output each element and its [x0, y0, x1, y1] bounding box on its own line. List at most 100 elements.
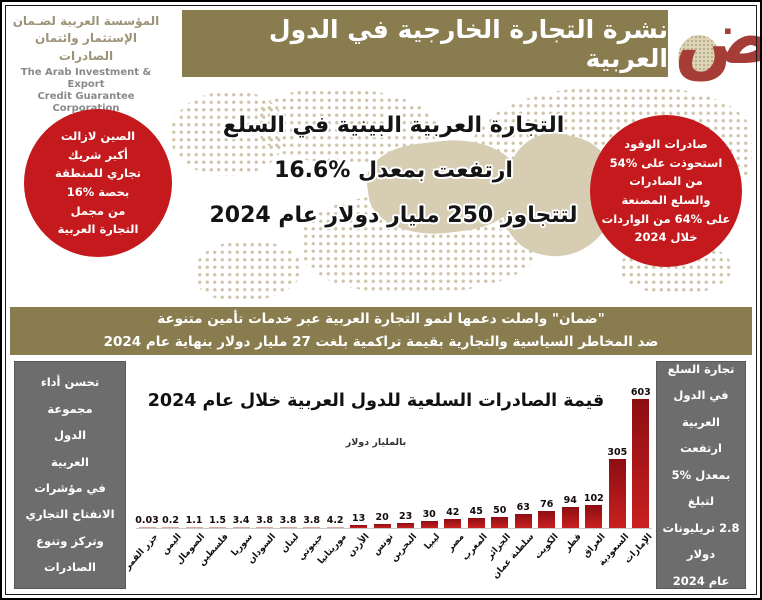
bar-category-label: مصر [445, 532, 467, 554]
bar-category-label: ليبيا [423, 532, 443, 552]
bar-column: 50 الجزائر [485, 387, 513, 562]
bottom-section: تحسن أداء مجموعة الدول العربية في مؤشرات… [10, 361, 752, 589]
bar-value-label: 20 [375, 511, 389, 523]
bar-column: 102 العراق [581, 387, 607, 560]
bar [185, 527, 203, 528]
title-band: نشرة التجارة الخارجية في الدول العربية [182, 10, 668, 77]
bar [256, 527, 274, 528]
bar-value-label: 63 [516, 501, 530, 513]
headline: التجارة العربية البينية في السلع ارتفعت … [175, 113, 612, 248]
bar-column: 13 الأردن [346, 387, 372, 559]
bar-column: 305 السعودية [597, 387, 631, 568]
bars-plot-area: 0.03 جزر القمر 0.2 اليمن 1.1 الصومال 1.5 فلسطين… [123, 387, 655, 581]
org-name-arabic: المؤسسة العربية لضـمان الإستثمار وائتمان… [12, 14, 160, 63]
bar-column: 1.1 الصومال [175, 387, 208, 567]
bar-column: 45 المغرب [461, 387, 490, 563]
exports-bar-chart: قيمة الصادرات السلعية للدول العربية خلال… [123, 361, 656, 589]
bar-column: 20 تونس [371, 387, 395, 558]
bar-value-label: 42 [446, 506, 460, 518]
bar-value-label: 50 [493, 504, 507, 516]
headline-line-2: ارتفعت بمعدل %16.6 [274, 158, 513, 183]
bar [232, 527, 250, 528]
bar-category-label: الكويت [532, 532, 561, 562]
bar-value-label: 1.1 [185, 515, 203, 527]
bar-value-label: 45 [469, 505, 483, 517]
bar [420, 521, 438, 528]
bar [373, 523, 391, 528]
bar [326, 527, 344, 528]
bar [350, 525, 368, 528]
bar [444, 518, 462, 528]
bar-category-label: قطر [562, 532, 584, 554]
bar-value-label: 3.4 [232, 515, 250, 527]
dhaman-support-banner: "ضمان" واصلت دعمها لنمو التجارة العربية … [10, 307, 752, 355]
bar [585, 505, 603, 528]
bar-value-label: 76 [540, 498, 554, 510]
page-title: نشرة التجارة الخارجية في الدول العربية [268, 14, 668, 73]
bar [467, 517, 485, 528]
bar [632, 399, 650, 528]
bar-column: 3.4 سوريا [229, 387, 254, 558]
bar-column: 23 البحرين [389, 387, 419, 564]
bar-category-label: جزر القمر [122, 532, 161, 573]
bar-value-label: 305 [607, 447, 628, 459]
bar-category-label: لبنان [279, 532, 302, 555]
bar [608, 459, 626, 528]
bar [303, 527, 321, 528]
bar [162, 527, 180, 528]
bar [538, 510, 556, 528]
trade-openness-panel: تحسن أداء مجموعة الدول العربية في مؤشرات… [14, 361, 126, 589]
bar-column: 3.8 السودان [246, 387, 278, 566]
fuel-exports-bubble: صادرات الوقود استحوذت على %54 من الصادرا… [590, 115, 742, 267]
dhad-letter-icon: ض [674, 2, 760, 79]
bar-column: 30 ليبيا [418, 387, 443, 552]
bar-value-label: 23 [399, 510, 413, 522]
bar-value-label: 0.2 [162, 515, 179, 527]
dhad-ornament-pattern [678, 35, 720, 81]
bar-value-label: 3.8 [303, 515, 321, 527]
goods-trade-panel: تجارة السلع في الدول العربية ارتفعت بمعد… [656, 361, 746, 589]
bar-value-label: 1.5 [209, 515, 226, 527]
bar [397, 522, 415, 528]
banner-line-2: ضد المخاطر السياسية والتجارية بقيمة تراك… [103, 334, 659, 350]
bar [209, 527, 227, 528]
bar-column: 42 مصر [442, 387, 466, 554]
bar-column: 0.03 جزر القمر [123, 387, 161, 572]
bar-category-label: الأردن [346, 532, 373, 559]
bar-value-label: 603 [630, 387, 651, 398]
header: المؤسسة العربية لضـمان الإستثمار وائتمان… [10, 2, 760, 114]
bar-value-label: 94 [563, 494, 577, 506]
bar [491, 516, 509, 528]
bar-column: 63 سلطنة عمان [491, 387, 536, 581]
map-section: الصين لازالت أكبر شريك تجاري للمنطقة بحص… [10, 83, 752, 303]
organization-logo: المؤسسة العربية لضـمان الإستثمار وائتمان… [10, 9, 162, 114]
bar [514, 513, 532, 528]
bar-value-label: 3.8 [279, 515, 297, 527]
bar-column: 3.8 جيبوتي [296, 387, 325, 562]
bar-column: 94 قطر [559, 387, 584, 554]
bar-column: 4.2 موريتانيا [316, 387, 348, 566]
bar-column: 76 الكويت [533, 387, 561, 561]
headline-line-3: لتتجاوز 250 مليار دولار عام 2024 [209, 203, 578, 228]
bar-column: 603 الإمارات [623, 387, 655, 565]
bar-column: 0.2 اليمن [160, 387, 184, 557]
china-share-bubble: الصين لازالت أكبر شريك تجاري للمنطقة بحص… [24, 109, 172, 257]
bar-value-label: 3.8 [256, 515, 273, 527]
bar-value-label: 30 [422, 509, 436, 521]
bar [561, 506, 579, 528]
dhad-calligraphy-logo: ض [674, 2, 760, 83]
bar-column: 1.5 فلسطين [197, 387, 231, 568]
org-name-english: The Arab Investment & Export Credit Guar… [20, 67, 152, 115]
bar-column: 3.8 لبنان [277, 387, 302, 555]
headline-line-1: التجارة العربية البينية في السلع [222, 113, 565, 138]
bar-value-label: 13 [352, 513, 366, 525]
chart-title: قيمة الصادرات السلعية للدول العربية خلال… [147, 391, 605, 411]
bar-value-label: 102 [583, 493, 604, 504]
banner-line-1: "ضمان" واصلت دعمها لنمو التجارة العربية … [157, 311, 605, 328]
bar-value-label: 0.03 [135, 515, 159, 527]
bar [138, 527, 156, 528]
bar [279, 527, 297, 528]
bar-value-label: 4.2 [326, 515, 344, 527]
chart-unit-label: بالمليار دولار [345, 437, 407, 448]
